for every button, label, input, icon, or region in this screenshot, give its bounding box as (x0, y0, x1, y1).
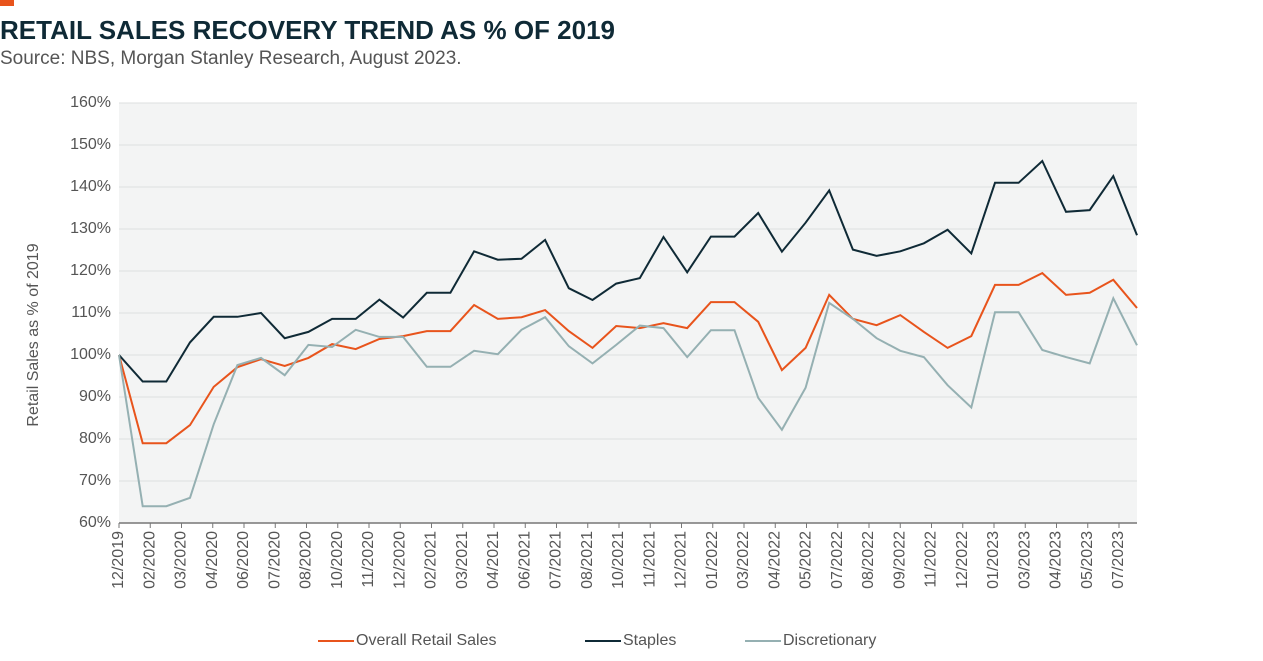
y-tick-label: 130% (70, 220, 111, 237)
x-tick-label: 09/2022 (891, 531, 908, 589)
x-tick-label: 04/2023 (1048, 531, 1065, 589)
x-tick-label: 06/2021 (516, 531, 533, 589)
chart-title: RETAIL SALES RECOVERY TREND AS % OF 2019 (0, 15, 615, 45)
y-tick-label: 60% (79, 514, 111, 531)
x-tick-label: 12/2020 (391, 531, 408, 589)
x-tick-label: 07/2020 (266, 531, 283, 589)
y-tick-label: 160% (70, 94, 111, 111)
x-tick-label: 04/2020 (204, 531, 221, 589)
x-tick-label: 03/2020 (173, 531, 190, 589)
x-tick-label: 03/2023 (1016, 531, 1033, 589)
x-tick-label: 11/2022 (923, 531, 940, 588)
x-tick-label: 05/2022 (798, 531, 815, 589)
brand-mark (0, 0, 14, 6)
legend-label: Overall Retail Sales (356, 632, 497, 649)
x-tick-label: 01/2022 (704, 531, 721, 589)
x-tick-label: 03/2022 (735, 531, 752, 589)
y-tick-label: 100% (70, 346, 111, 363)
series-line (118, 271, 1138, 445)
x-tick-label: 12/2019 (110, 531, 127, 589)
x-tick-label: 07/2022 (829, 531, 846, 589)
x-tick-label: 07/2023 (1110, 531, 1127, 589)
x-tick-label: 08/2020 (298, 531, 315, 589)
legend-label: Discretionary (783, 632, 876, 649)
x-tick-label: 04/2022 (766, 531, 783, 589)
y-tick-label: 70% (79, 472, 111, 489)
chart-subtitle: Source: NBS, Morgan Stanley Research, Au… (0, 48, 462, 69)
y-tick-label: 120% (70, 262, 111, 279)
x-tick-label: 02/2020 (141, 531, 158, 589)
y-tick-label: 110% (71, 304, 111, 321)
x-tick-label: 11/2020 (360, 531, 377, 588)
y-tick-label: 90% (79, 388, 111, 405)
y-tick-label: 140% (70, 178, 111, 195)
x-tick-label: 04/2021 (485, 531, 502, 589)
y-axis-title: Retail Sales as % of 2019 (25, 243, 42, 426)
x-tick-label: 10/2021 (610, 531, 627, 589)
x-tick-label: 06/2020 (235, 531, 252, 589)
series-line (118, 159, 1138, 383)
x-tick-label: 12/2021 (673, 531, 690, 589)
x-tick-label: 05/2023 (1079, 531, 1096, 589)
y-tick-label: 150% (70, 136, 111, 153)
series-line (118, 295, 1138, 508)
x-tick-label: 08/2021 (579, 531, 596, 589)
x-tick-label: 01/2023 (985, 531, 1002, 589)
y-tick-label: 80% (79, 430, 111, 447)
legend-label: Staples (623, 632, 676, 649)
x-tick-label: 11/2021 (641, 531, 658, 588)
x-tick-label: 08/2022 (860, 531, 877, 589)
x-tick-label: 10/2020 (329, 531, 346, 589)
x-tick-label: 12/2022 (954, 531, 971, 589)
x-tick-label: 03/2021 (454, 531, 471, 589)
x-tick-label: 02/2021 (423, 531, 440, 589)
x-tick-label: 07/2021 (548, 531, 565, 589)
